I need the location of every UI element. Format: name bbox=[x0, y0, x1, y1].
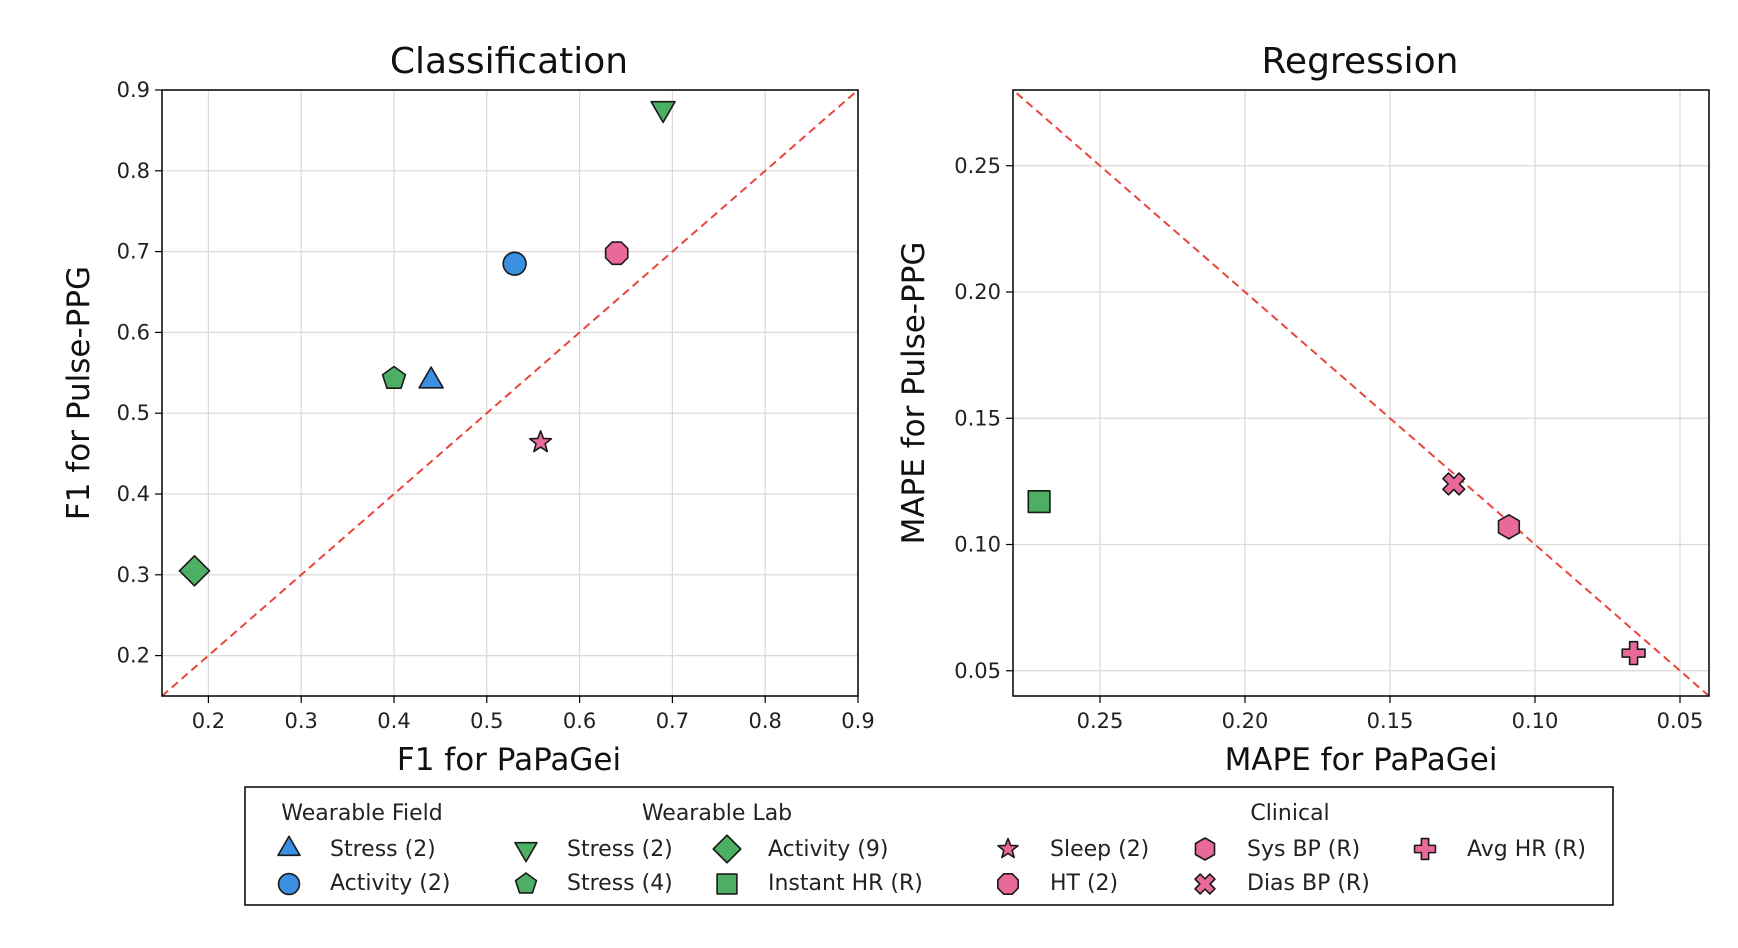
regression-panel: Regression 0.25 0.20 0.15 0.10 0.050.050.100… bbox=[896, 41, 1710, 778]
regression-x-axis-label: MAPE for PaPaGei bbox=[1225, 742, 1498, 778]
x-tick-label: 0.4 bbox=[377, 709, 410, 733]
legend: Wearable Field Wearable Lab Clinical Str… bbox=[244, 786, 1614, 906]
legend-item: Dias BP (R) bbox=[1194, 871, 1370, 896]
x-tick-label: 0.8 bbox=[748, 709, 781, 733]
y-tick-label: 0.15 bbox=[954, 406, 1001, 430]
legend-label: Sleep (2) bbox=[1050, 837, 1149, 862]
legend-label: Activity (2) bbox=[330, 871, 450, 896]
legend-label: Avg HR (R) bbox=[1467, 837, 1586, 862]
x-tick-label: 0.20 bbox=[1222, 709, 1269, 733]
legend-label: Activity (9) bbox=[768, 837, 888, 862]
classification-grid bbox=[162, 89, 859, 696]
classification-x-axis-label: F1 for PaPaGei bbox=[397, 742, 621, 778]
classification-panel: Classification 0.2 0.3 0.4 0.5 0.6 0.7 0.8 0.90… bbox=[61, 41, 875, 778]
data-point-x bbox=[1442, 472, 1466, 496]
y-tick-label: 0.8 bbox=[117, 159, 150, 183]
legend-item: Sleep (2) bbox=[997, 837, 1149, 862]
legend-marker-diamond-icon bbox=[712, 834, 742, 864]
regression-points bbox=[1027, 472, 1646, 666]
y-tick-label: 0.2 bbox=[117, 644, 150, 668]
y-tick-label: 0.20 bbox=[954, 280, 1001, 304]
regression-ticks: 0.25 0.20 0.15 0.10 0.05 0.05 0.10 0.15 0.20 0.25 bbox=[954, 154, 1703, 733]
legend-item: HT (2) bbox=[997, 871, 1118, 896]
legend-box bbox=[244, 786, 1614, 906]
legend-label: Stress (2) bbox=[330, 837, 436, 862]
x-tick-label: 0.7 bbox=[656, 709, 689, 733]
legend-marker-octagon-icon bbox=[997, 873, 1019, 895]
x-tick-label: 0.9 bbox=[841, 709, 874, 733]
y-tick-label: 0.7 bbox=[117, 240, 150, 264]
legend-label: Stress (4) bbox=[567, 871, 673, 896]
data-point-triangle-down bbox=[650, 100, 676, 124]
legend-item: Activity (2) bbox=[277, 871, 450, 896]
identity-line bbox=[1012, 89, 1710, 697]
legend-label: Dias BP (R) bbox=[1247, 871, 1370, 896]
regression-plot-frame bbox=[1012, 89, 1710, 697]
regression-y-axis-label: MAPE for Pulse-PPG bbox=[896, 242, 932, 545]
x-tick-label: 0.05 bbox=[1657, 709, 1704, 733]
classification-title: Classification bbox=[390, 41, 628, 82]
x-tick-label: 0.25 bbox=[1077, 709, 1124, 733]
legend-marker-hexagon-icon bbox=[1194, 837, 1216, 861]
legend-label: Instant HR (R) bbox=[768, 871, 923, 896]
legend-marker-triangle-up-icon bbox=[277, 835, 301, 857]
legend-marker-star-icon bbox=[997, 837, 1019, 859]
legend-marker-pentagon-icon bbox=[514, 872, 538, 894]
x-tick-label: 0.5 bbox=[470, 709, 503, 733]
data-point-plus bbox=[1621, 640, 1646, 666]
legend-item: Instant HR (R) bbox=[716, 871, 923, 896]
legend-marker-square-icon bbox=[716, 873, 738, 895]
regression-diagonal bbox=[1012, 89, 1710, 697]
data-point-star bbox=[528, 430, 553, 453]
y-tick-label: 0.6 bbox=[117, 320, 150, 344]
data-point-square bbox=[1027, 490, 1051, 514]
legend-marker-triangle-down-icon bbox=[514, 841, 538, 863]
y-tick-label: 0.10 bbox=[954, 533, 1001, 557]
legend-item: Avg HR (R) bbox=[1413, 837, 1586, 862]
legend-item: Stress (4) bbox=[514, 871, 673, 896]
y-tick-label: 0.9 bbox=[117, 78, 150, 102]
legend-label: HT (2) bbox=[1050, 871, 1118, 896]
data-point-octagon bbox=[604, 241, 629, 266]
x-tick-label: 0.6 bbox=[563, 709, 596, 733]
classification-plot-frame bbox=[161, 89, 859, 697]
data-point-diamond bbox=[178, 554, 211, 587]
x-tick-label: 0.15 bbox=[1367, 709, 1414, 733]
legend-group-title-wearable-lab: Wearable Lab bbox=[642, 801, 792, 826]
regression-title: Regression bbox=[1262, 41, 1459, 82]
legend-item: Activity (9) bbox=[712, 834, 888, 864]
data-point-triangle-up bbox=[418, 366, 444, 389]
x-tick-label: 0.10 bbox=[1512, 709, 1559, 733]
data-point-pentagon bbox=[381, 365, 407, 390]
y-tick-label: 0.5 bbox=[117, 401, 150, 425]
classification-diagonal bbox=[161, 89, 859, 697]
data-point-circle bbox=[502, 251, 527, 276]
legend-marker-x-icon bbox=[1194, 873, 1216, 895]
y-tick-label: 0.4 bbox=[117, 482, 150, 506]
legend-marker-plus-icon bbox=[1413, 837, 1437, 861]
classification-y-axis-label: F1 for Pulse-PPG bbox=[61, 266, 97, 520]
legend-marker-circle-icon bbox=[277, 872, 301, 896]
y-tick-label: 0.25 bbox=[954, 154, 1001, 178]
classification-ticks: 0.2 0.3 0.4 0.5 0.6 0.7 0.8 0.9 0.2 0.3 0.4 0.5 0.6 0… bbox=[117, 78, 875, 733]
legend-item: Stress (2) bbox=[277, 835, 436, 862]
x-tick-label: 0.2 bbox=[192, 709, 225, 733]
y-tick-label: 0.05 bbox=[954, 659, 1001, 683]
legend-group-title-clinical: Clinical bbox=[1250, 801, 1329, 826]
identity-line bbox=[161, 89, 859, 697]
legend-item: Stress (2) bbox=[514, 837, 673, 863]
legend-label: Sys BP (R) bbox=[1247, 837, 1360, 862]
regression-grid bbox=[1013, 90, 1709, 696]
data-point-hexagon bbox=[1497, 513, 1521, 540]
legend-item: Sys BP (R) bbox=[1194, 837, 1360, 862]
legend-group-title-wearable-field: Wearable Field bbox=[281, 801, 442, 826]
x-tick-label: 0.3 bbox=[284, 709, 317, 733]
y-tick-label: 0.3 bbox=[117, 563, 150, 587]
classification-points bbox=[178, 100, 676, 587]
legend-label: Stress (2) bbox=[567, 837, 673, 862]
